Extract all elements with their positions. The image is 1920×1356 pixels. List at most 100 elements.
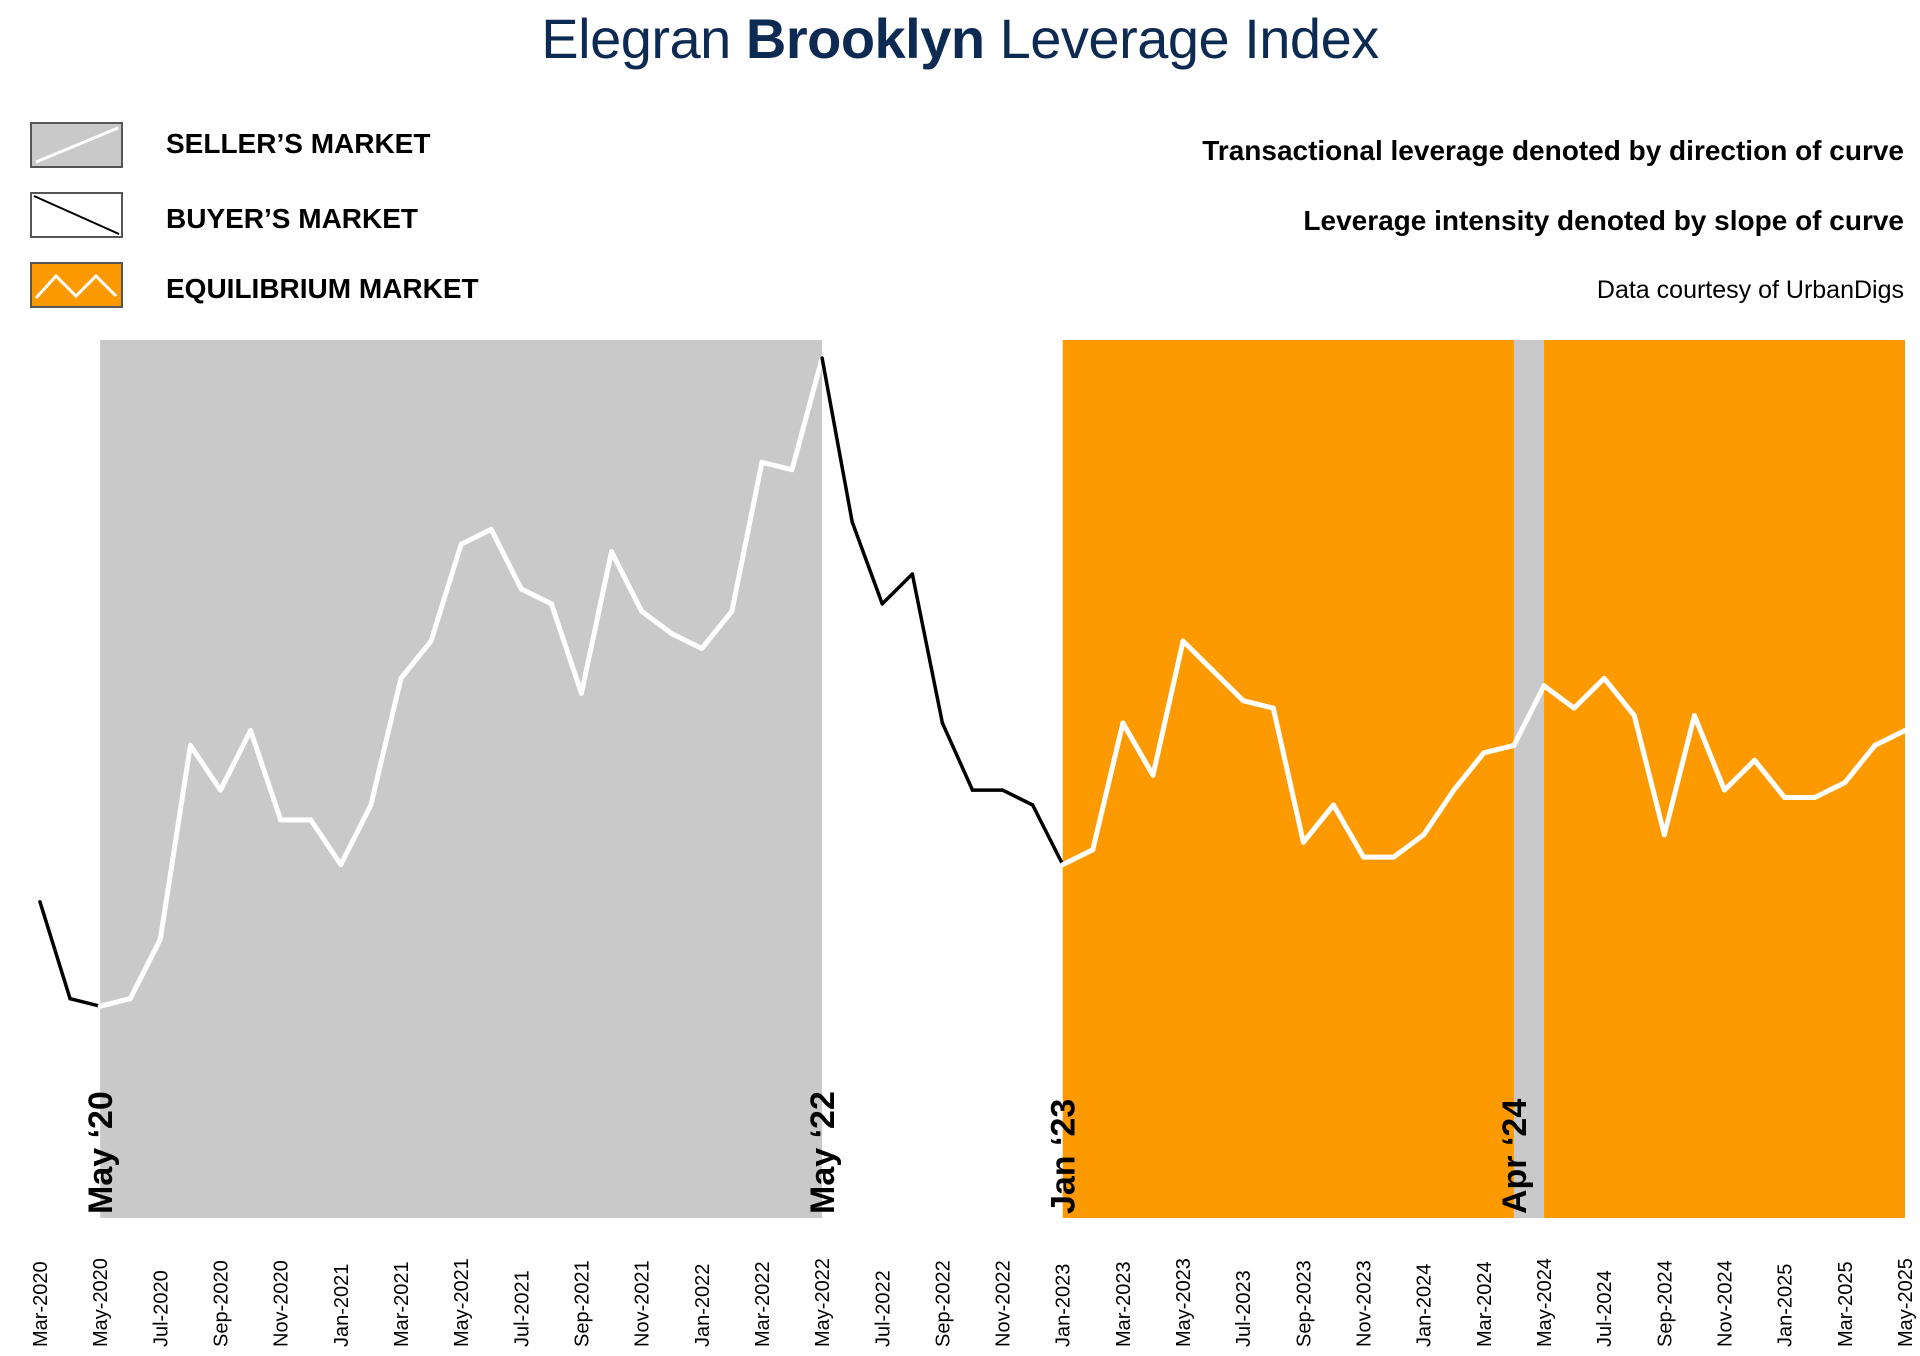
series-segment-15 xyxy=(488,526,524,592)
x-tick-label: Nov-2021 xyxy=(632,1260,654,1347)
series-segment-28 xyxy=(880,572,915,606)
series-segment-42 xyxy=(1300,802,1336,845)
x-tick-label: Mar-2021 xyxy=(391,1261,413,1347)
x-tick-label: Nov-2024 xyxy=(1715,1260,1737,1347)
title-prefix: Elegran xyxy=(541,7,731,70)
x-tick-label: Jul-2021 xyxy=(511,1270,533,1347)
series-segment-29 xyxy=(910,572,945,725)
series-segment-46 xyxy=(1421,787,1457,838)
x-tick-label: Jan-2024 xyxy=(1414,1264,1436,1347)
x-tick-label: Nov-2022 xyxy=(993,1260,1015,1347)
series-segment-50 xyxy=(1541,683,1577,711)
x-tick-label: Mar-2023 xyxy=(1113,1261,1135,1347)
series-segment-45 xyxy=(1391,832,1427,860)
seller-swatch-line xyxy=(35,126,119,164)
region-seller-0 xyxy=(100,340,823,1218)
x-tick-label: Jul-2024 xyxy=(1594,1270,1616,1347)
note-direction: Transactional leverage denoted by direct… xyxy=(1202,135,1904,166)
series-segment-36 xyxy=(1120,720,1156,778)
series-segment-30 xyxy=(940,721,975,792)
chart-title: Elegran Brooklyn Leverage Index xyxy=(0,6,1920,71)
regime-marker-0: May ‘20 xyxy=(82,1091,120,1214)
series-segment-10 xyxy=(338,802,374,868)
series-segment-37 xyxy=(1150,638,1186,778)
series-segment-13 xyxy=(428,541,464,644)
x-tick-label: Mar-2022 xyxy=(752,1261,774,1347)
series-segment-41 xyxy=(1270,705,1306,845)
series-segment-26 xyxy=(820,356,854,524)
series-segment-33 xyxy=(1030,803,1065,867)
note-slope: Leverage intensity denoted by slope of c… xyxy=(1303,205,1904,236)
legend-swatch-equilibrium xyxy=(30,262,123,308)
x-tick-label: Jan-2023 xyxy=(1053,1264,1075,1347)
x-tick-label: May-2025 xyxy=(1895,1258,1917,1347)
series-segment-4 xyxy=(157,742,193,942)
series-segment-20 xyxy=(639,608,675,637)
x-tick-label: May-2024 xyxy=(1534,1258,1556,1347)
series-segment-25 xyxy=(789,355,825,473)
legend-swatch-buyer xyxy=(30,192,123,238)
series-segment-52 xyxy=(1601,675,1637,719)
series-segment-61 xyxy=(1872,728,1908,748)
legend-label-seller: SELLER’S MARKET xyxy=(166,128,431,159)
series-segment-48 xyxy=(1481,742,1517,756)
x-tick-label: May-2021 xyxy=(451,1258,473,1347)
note-source: Data courtesy of UrbanDigs xyxy=(1596,276,1904,304)
series-segment-21 xyxy=(669,631,705,652)
buyer-swatch-line xyxy=(33,195,120,235)
x-tick-label: Sep-2023 xyxy=(1293,1260,1315,1347)
series-segment-47 xyxy=(1451,750,1487,793)
x-tick-label: Jul-2020 xyxy=(150,1270,172,1347)
series-segment-24 xyxy=(759,459,795,473)
series-segment-11 xyxy=(368,675,404,808)
x-tick-label: Sep-2022 xyxy=(932,1260,954,1347)
regime-marker-2: Jan ‘23 xyxy=(1045,1099,1083,1214)
series-segment-2 xyxy=(97,996,133,1009)
series-segment-1 xyxy=(68,996,102,1008)
x-tick-label: Mar-2020 xyxy=(30,1261,52,1347)
equilibrium-swatch-line xyxy=(34,273,118,300)
series-segment-57 xyxy=(1752,757,1788,801)
series-segment-6 xyxy=(217,728,254,793)
series-segment-56 xyxy=(1722,757,1758,793)
series-segment-19 xyxy=(609,549,645,614)
x-tick-label: Nov-2020 xyxy=(271,1260,293,1347)
x-tick-label: Jul-2023 xyxy=(1233,1270,1255,1347)
series-segment-5 xyxy=(187,742,223,793)
title-bold: Brooklyn xyxy=(745,7,985,70)
x-tick-label: May-2022 xyxy=(812,1258,834,1347)
title-suffix: Leverage Index xyxy=(999,7,1380,70)
series-segment-23 xyxy=(729,459,765,614)
legend-label-equilibrium: EQUILIBRIUM MARKET xyxy=(166,273,479,304)
series-segment-40 xyxy=(1240,698,1276,711)
regime-marker-1: May ‘22 xyxy=(804,1091,842,1214)
series-segment-9 xyxy=(308,817,344,868)
region-seller-2 xyxy=(1513,340,1545,1218)
series-segment-16 xyxy=(518,586,554,607)
series-segment-18 xyxy=(578,549,615,696)
x-tick-label: Sep-2021 xyxy=(571,1260,593,1347)
series-segment-22 xyxy=(699,608,735,652)
legend-label-buyer: BUYER’S MARKET xyxy=(166,203,419,234)
series-segment-59 xyxy=(1812,780,1848,801)
x-tick-label: Jan-2021 xyxy=(331,1264,353,1347)
x-tick-label: Mar-2025 xyxy=(1835,1261,1857,1347)
series-segment-32 xyxy=(1000,788,1035,807)
x-tick-label: Sep-2020 xyxy=(210,1260,232,1347)
legend-swatch-seller xyxy=(30,122,123,168)
series-segment-43 xyxy=(1330,802,1367,860)
x-tick-label: Mar-2024 xyxy=(1474,1261,1496,1347)
x-tick-label: Jul-2022 xyxy=(872,1270,894,1347)
x-tick-label: May-2023 xyxy=(1173,1258,1195,1347)
series-segment-17 xyxy=(548,601,584,696)
series-segment-60 xyxy=(1842,742,1878,786)
series-segment-55 xyxy=(1691,713,1728,793)
series-segment-53 xyxy=(1631,713,1667,838)
x-tick-label: Jan-2025 xyxy=(1775,1264,1797,1347)
x-tick-label: May-2020 xyxy=(90,1258,112,1347)
series-segment-14 xyxy=(458,526,494,547)
series-segment-54 xyxy=(1661,713,1697,838)
series-segment-34 xyxy=(1060,847,1096,868)
series-segment-49 xyxy=(1511,683,1547,748)
